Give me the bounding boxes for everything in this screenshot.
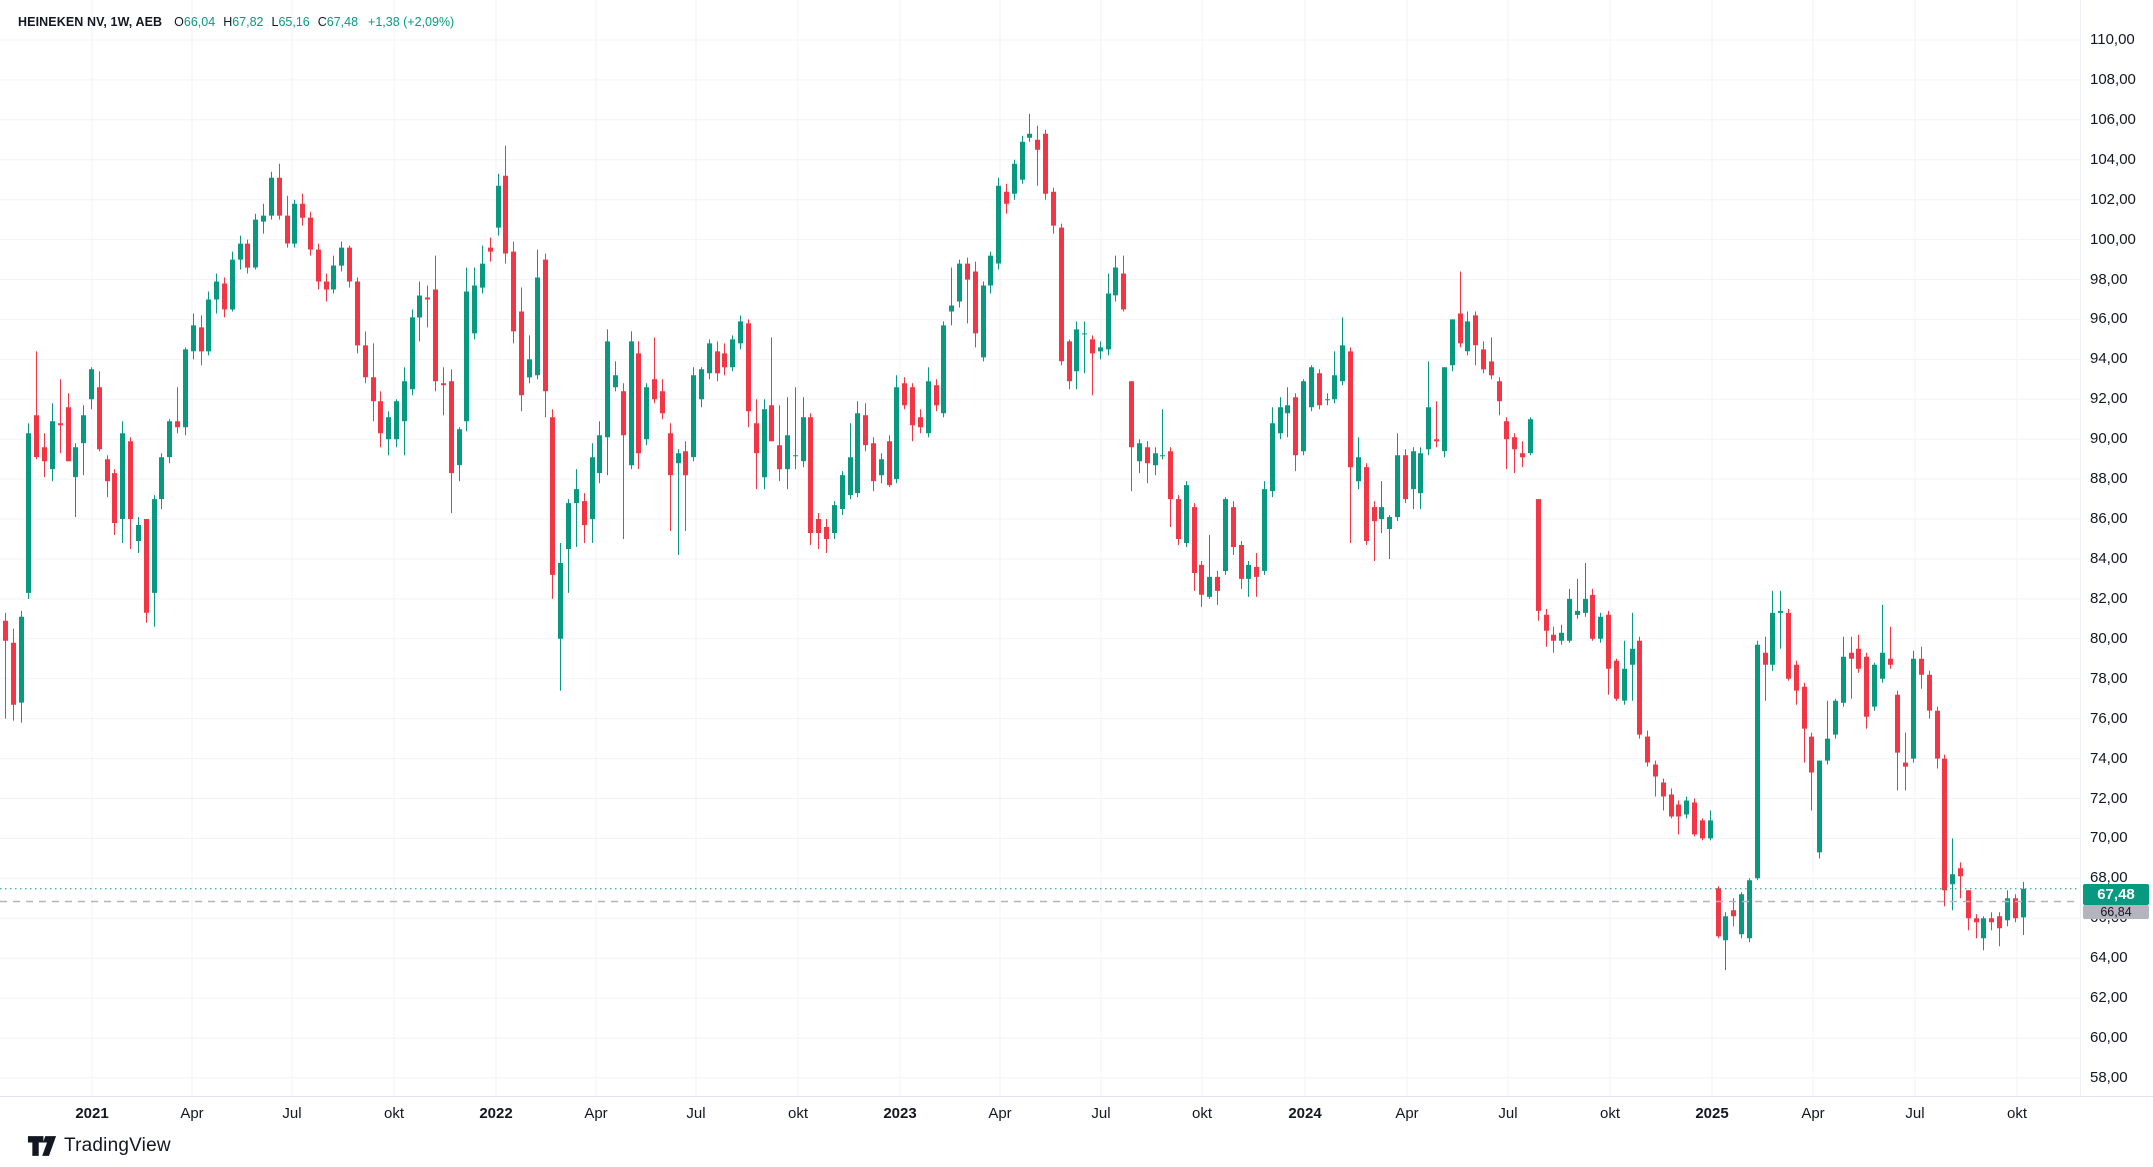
time-axis-label: okt (1191, 1105, 1213, 1122)
time-axis-label: Jul (1905, 1105, 1925, 1122)
price-axis-label: 72,00 (2090, 789, 2128, 807)
time-axis-label: okt (1599, 1105, 1621, 1122)
time-scale[interactable]: 2021 Apr Jul okt 2022 Apr Jul okt 2023 Apr Jul okt 2… (0, 1096, 2153, 1129)
tradingview-logo-icon (27, 1136, 57, 1156)
time-axis-label: Apr (988, 1105, 1012, 1122)
time-axis-label: Jul (1091, 1105, 1111, 1122)
price-axis-label: 102,00 (2090, 190, 2136, 208)
time-axis-label: 2025 (1695, 1105, 1729, 1122)
price-axis-label: 94,00 (2090, 350, 2128, 368)
price-axis-label: 92,00 (2090, 390, 2128, 408)
price-lines-layer (0, 888, 2080, 903)
price-axis-label: 84,00 (2090, 550, 2128, 567)
time-axis-label: okt (787, 1105, 809, 1122)
time-axis-label: okt (2006, 1105, 2028, 1122)
legend-change: +1,38 (+2,09%) (368, 15, 455, 29)
price-axis-label: 108,00 (2090, 70, 2136, 88)
price-axis-label: 60,00 (2090, 1029, 2128, 1046)
time-axis-label: 2023 (883, 1105, 917, 1122)
time-axis-label: Jul (282, 1105, 302, 1122)
price-scale[interactable]: 110,00 108,00 106,00 104,00 102,00 100,00 98,0… (2080, 0, 2153, 1096)
price-axis-label: 82,00 (2090, 589, 2128, 607)
legend-open: O66,04 (174, 15, 216, 29)
price-axis-label: 76,00 (2090, 709, 2128, 727)
price-axis-label: 110,00 (2090, 31, 2135, 48)
price-axis-label: 80,00 (2090, 629, 2128, 647)
time-axis-label: okt (383, 1105, 405, 1122)
price-chart[interactable] (0, 0, 2080, 1096)
price-axis-label: 106,00 (2090, 110, 2136, 128)
time-axis-label: 2024 (1288, 1105, 1322, 1122)
current-price-badge: 67,48 (2083, 884, 2149, 906)
time-axis-label: 2022 (479, 1105, 513, 1122)
price-axis-label: 96,00 (2090, 310, 2128, 328)
time-axis-label: Apr (584, 1105, 608, 1122)
legend-low: L65,16 (271, 15, 310, 29)
time-axis-label: 2021 (75, 1105, 109, 1122)
prev-close-badge: 66,84 (2083, 905, 2149, 920)
time-axis-label: Apr (1395, 1105, 1419, 1122)
grid-layer (0, 0, 2080, 1096)
chart-pane[interactable]: HEINEKEN NV, 1W, AEB O66,04 H67,82 L65,1… (0, 0, 2080, 1096)
down-candle-wicks (5, 125, 2016, 947)
down-candle-bodies (3, 133, 2018, 937)
legend-close: C67,48 (317, 15, 359, 29)
price-axis-label: 78,00 (2090, 669, 2128, 687)
price-axis-label: 90,00 (2090, 430, 2128, 448)
price-axis-label: 62,00 (2090, 989, 2128, 1007)
time-axis-label: Jul (686, 1105, 706, 1122)
time-axis-label: Apr (180, 1105, 204, 1122)
time-axis-label: Apr (1801, 1105, 1825, 1122)
candlestick-layer (3, 113, 2026, 971)
symbol-title[interactable]: HEINEKEN NV, 1W, AEB (18, 15, 163, 29)
price-axis-label: 88,00 (2090, 470, 2128, 488)
price-axis-label: 64,00 (2090, 949, 2128, 967)
legend-high: H67,82 (223, 15, 264, 29)
tradingview-logo-text: TradingView (64, 1135, 171, 1156)
symbol-legend[interactable]: HEINEKEN NV, 1W, AEB O66,04 H67,82 L65,1… (18, 14, 454, 30)
up-candle-wicks (21, 113, 2024, 971)
price-axis-label: 74,00 (2090, 749, 2128, 767)
price-axis-label: 86,00 (2090, 510, 2128, 527)
price-axis-label: 68,00 (2090, 869, 2128, 887)
price-axis-label: 100,00 (2090, 230, 2136, 248)
price-axis-label: 70,00 (2090, 829, 2128, 847)
time-axis-label: Jul (1498, 1105, 1518, 1122)
price-axis-label: 104,00 (2090, 150, 2136, 168)
tradingview-logo[interactable]: TradingView (27, 1135, 171, 1157)
price-axis-label: 58,00 (2090, 1068, 2128, 1086)
price-axis-label: 98,00 (2090, 270, 2128, 288)
